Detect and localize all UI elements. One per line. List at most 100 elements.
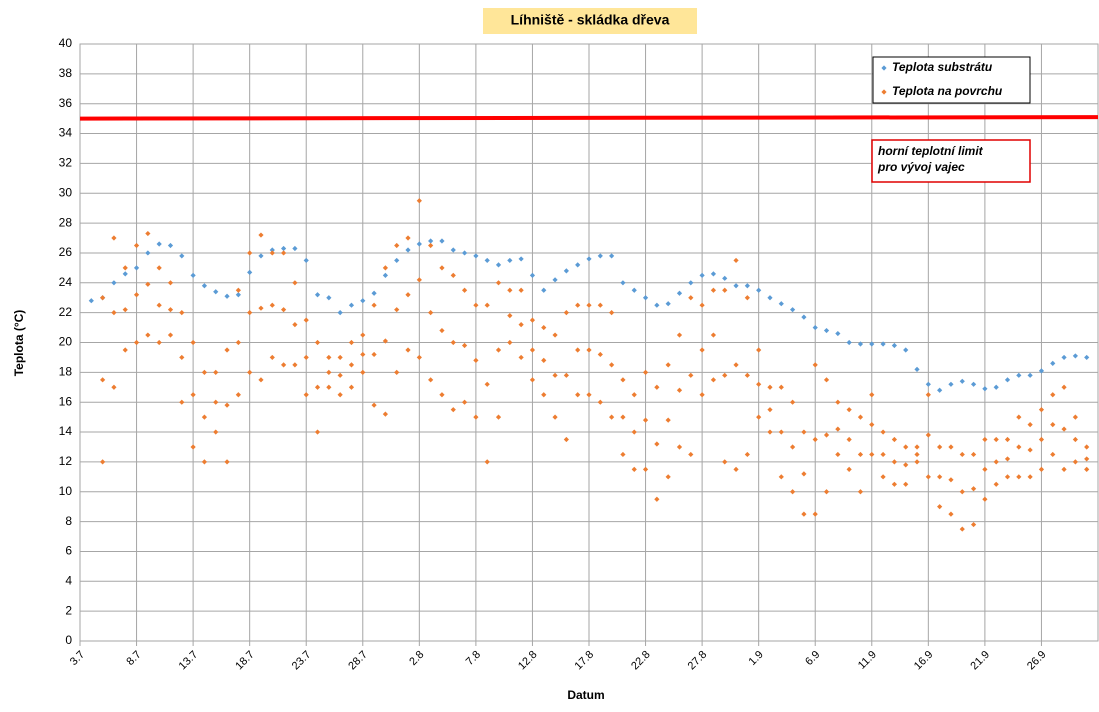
data-point xyxy=(869,341,875,347)
data-point xyxy=(201,283,208,289)
data-point xyxy=(778,384,784,390)
data-point xyxy=(937,504,943,510)
data-point xyxy=(620,280,626,286)
data-point xyxy=(948,477,954,483)
data-point xyxy=(982,386,988,392)
data-point xyxy=(903,481,909,487)
data-point xyxy=(360,298,366,304)
data-point xyxy=(303,392,309,398)
data-point xyxy=(812,362,818,368)
data-point xyxy=(1061,426,1067,432)
data-point xyxy=(937,474,943,480)
data-point xyxy=(405,292,411,298)
data-point xyxy=(982,436,988,443)
data-point xyxy=(541,392,547,398)
data-point xyxy=(405,235,411,241)
data-point xyxy=(586,302,592,308)
data-point xyxy=(563,372,569,378)
data-point xyxy=(744,372,750,378)
data-point xyxy=(790,489,796,495)
data-point xyxy=(303,257,309,264)
data-point xyxy=(688,295,694,301)
legend-marker xyxy=(881,65,887,71)
data-point xyxy=(665,474,671,480)
data-point xyxy=(394,242,400,249)
data-point xyxy=(100,295,106,301)
data-point xyxy=(394,257,400,264)
data-point xyxy=(597,399,603,405)
data-point xyxy=(654,441,660,447)
data-point xyxy=(292,362,298,368)
data-point xyxy=(1072,436,1078,443)
data-point xyxy=(1084,466,1090,472)
data-point xyxy=(620,451,626,458)
data-point xyxy=(507,339,513,346)
data-point xyxy=(642,466,649,472)
data-point xyxy=(597,302,603,308)
limit-line xyxy=(79,115,1099,121)
data-point xyxy=(575,302,581,308)
data-point xyxy=(880,451,886,458)
data-point xyxy=(891,481,897,487)
data-point xyxy=(541,324,547,331)
data-point xyxy=(970,486,977,492)
data-point xyxy=(925,392,931,398)
data-point xyxy=(484,381,490,387)
data-point xyxy=(541,357,547,364)
data-point xyxy=(1027,372,1033,378)
data-point xyxy=(937,444,943,450)
data-point xyxy=(609,310,615,316)
x-tick-label: 11.9 xyxy=(856,649,879,672)
data-point xyxy=(1084,444,1090,450)
data-point xyxy=(100,377,106,383)
data-point xyxy=(948,511,954,517)
data-point xyxy=(348,384,355,390)
data-point xyxy=(303,317,309,323)
data-point xyxy=(326,384,332,390)
data-point xyxy=(213,399,219,405)
data-point xyxy=(360,351,366,358)
data-point xyxy=(869,421,875,428)
data-point xyxy=(642,417,649,423)
data-point xyxy=(167,307,174,313)
data-point xyxy=(394,307,400,313)
data-point xyxy=(529,347,536,353)
data-point xyxy=(382,338,388,344)
data-point xyxy=(484,257,490,264)
data-point xyxy=(201,369,208,375)
data-point xyxy=(461,250,468,256)
data-point xyxy=(812,511,818,517)
data-point xyxy=(1027,447,1033,453)
data-point xyxy=(620,414,626,420)
data-point xyxy=(959,378,965,384)
data-point xyxy=(484,459,490,465)
data-point xyxy=(303,354,309,361)
y-tick-label: 26 xyxy=(59,245,73,259)
y-tick-label: 0 xyxy=(65,633,72,647)
data-point xyxy=(1027,421,1033,428)
data-point xyxy=(88,298,94,304)
data-point xyxy=(371,290,377,296)
data-point xyxy=(586,347,592,353)
y-tick-label: 38 xyxy=(59,66,73,80)
x-tick-label: 3.7 xyxy=(68,649,87,668)
y-tick-label: 6 xyxy=(65,544,72,558)
data-point xyxy=(733,466,739,472)
data-point xyxy=(801,471,807,477)
data-point xyxy=(993,481,999,487)
data-point xyxy=(1038,407,1045,413)
data-point xyxy=(111,310,117,316)
data-point xyxy=(993,459,999,465)
data-point xyxy=(314,339,321,346)
data-point xyxy=(179,253,185,259)
data-point xyxy=(756,414,762,420)
data-point xyxy=(122,347,128,353)
data-point xyxy=(326,354,332,361)
data-point xyxy=(495,414,502,420)
data-point xyxy=(224,293,230,299)
y-tick-label: 18 xyxy=(59,365,73,379)
y-tick-label: 2 xyxy=(65,603,72,617)
data-point xyxy=(360,332,366,338)
data-point xyxy=(235,292,241,298)
data-point xyxy=(982,466,988,472)
